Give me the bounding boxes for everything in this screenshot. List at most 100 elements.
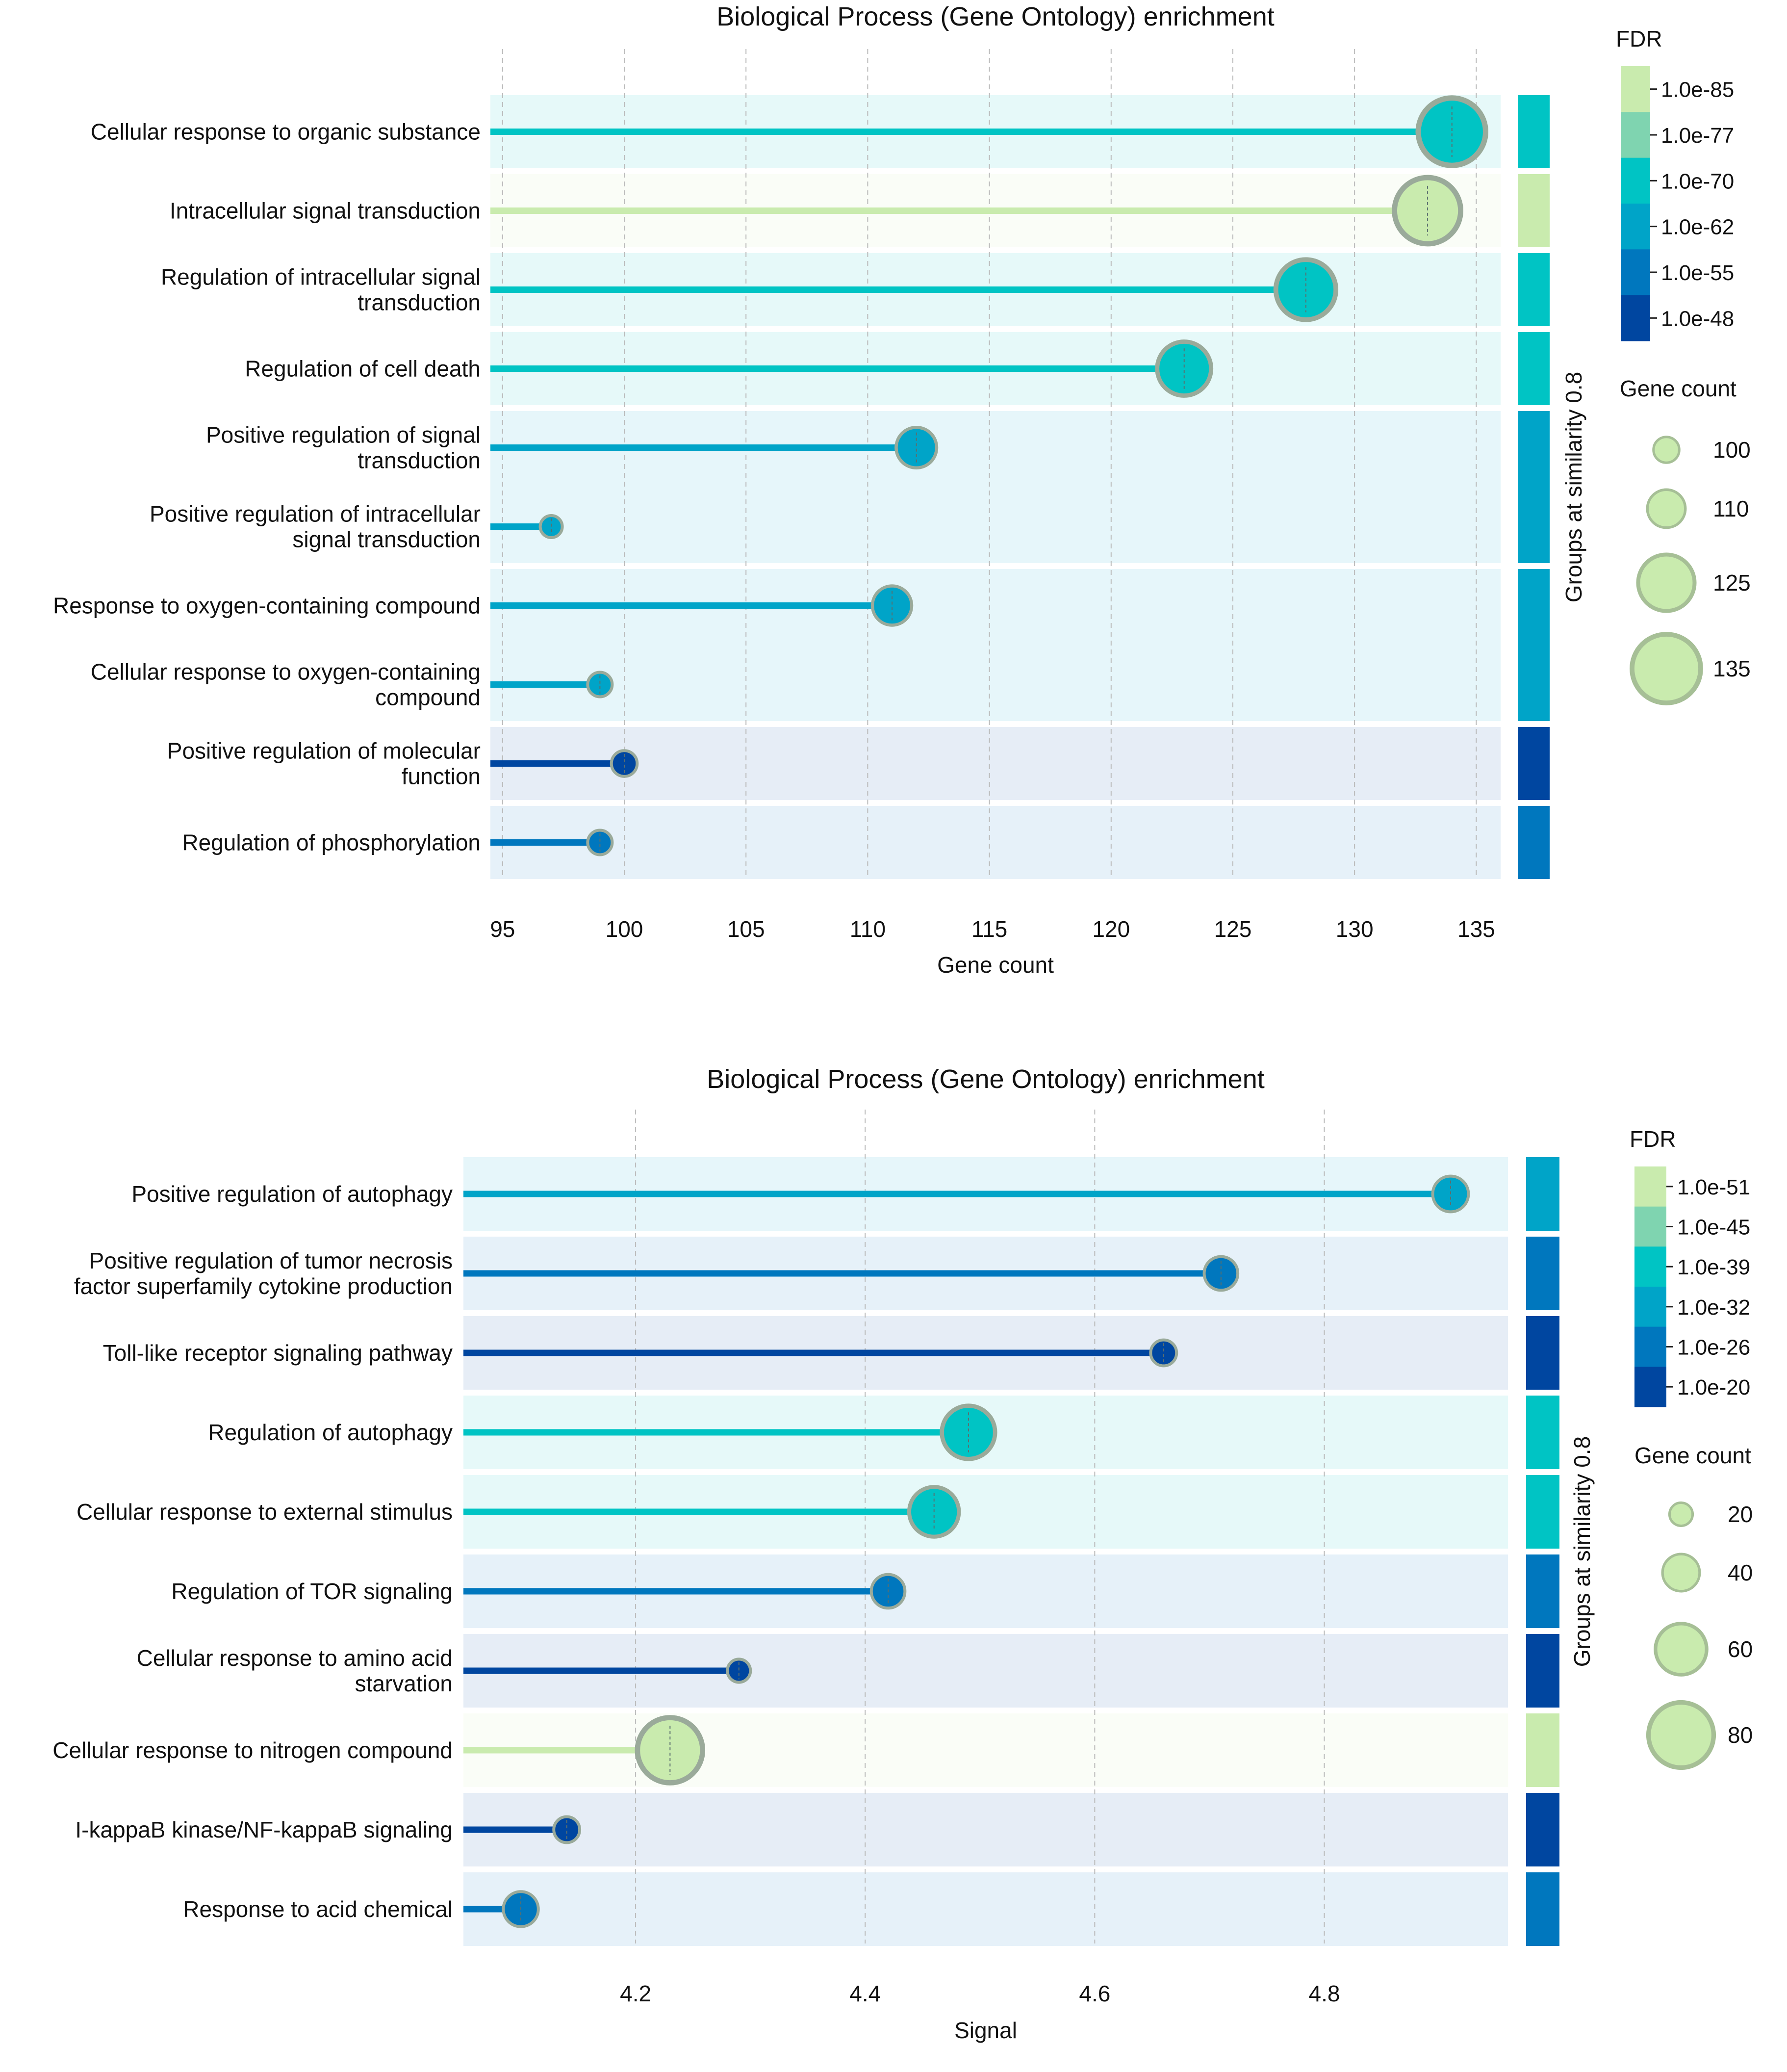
group-strip: [1526, 1872, 1559, 1946]
term-label: Response to acid chemical: [183, 1896, 453, 1922]
size-legend-label: 60: [1728, 1636, 1753, 1662]
term-label-line: function: [402, 764, 481, 789]
term-label-line: starvation: [355, 1671, 453, 1696]
group-strip: [1518, 253, 1550, 326]
group-strip: [1526, 1634, 1559, 1708]
fdr-tick-label: 1.0e-32: [1677, 1295, 1750, 1320]
lollipop-bubble: [1415, 95, 1488, 168]
x-axis-label: Gene count: [937, 952, 1054, 978]
fdr-color-swatch: [1634, 1246, 1666, 1287]
size-legend-bubble: [1646, 1700, 1716, 1770]
group-strip: [1518, 332, 1550, 405]
lollipop-bubble: [940, 1403, 997, 1461]
group-strip: [1526, 1396, 1559, 1469]
group-strip: [1518, 806, 1550, 879]
x-tick-label: 110: [850, 916, 886, 942]
size-legend-title: Gene count: [1620, 376, 1736, 401]
fdr-color-swatch: [1634, 1287, 1666, 1327]
group-strip: [1526, 1157, 1559, 1231]
size-legend-bubble: [1630, 632, 1703, 705]
term-label-line: Regulation of autophagy: [208, 1420, 453, 1445]
term-label-line: Intracellular signal transduction: [170, 198, 481, 224]
lollipop-bubble: [1149, 1338, 1178, 1368]
term-label-line: transduction: [357, 448, 481, 473]
term-label-line: Regulation of cell death: [245, 356, 481, 382]
fdr-color-swatch: [1621, 249, 1650, 296]
x-tick-label: 4.2: [620, 1981, 651, 2006]
term-label: Positive regulation of intracellular sign…: [150, 501, 481, 552]
lollipop-bubble: [552, 1815, 582, 1844]
group-strip: [1526, 1554, 1559, 1628]
term-label-line: Positive regulation of tumor necrosis: [89, 1248, 453, 1273]
term-label-line: factor superfamily cytokine production: [74, 1273, 453, 1299]
x-tick-label: 130: [1336, 916, 1374, 942]
term-label: Cellular response to amino acid starvatio…: [137, 1645, 453, 1696]
term-label: Positive regulation of signal transductio…: [206, 422, 481, 473]
x-tick-label: 100: [606, 916, 643, 942]
fdr-color-swatch: [1634, 1206, 1666, 1247]
term-label-line: Positive regulation of intracellular: [150, 501, 481, 527]
term-label: Response to oxygen-containing compound: [53, 593, 481, 619]
fdr-color-swatch: [1621, 112, 1650, 158]
group-strip: [1518, 95, 1550, 168]
chart-title: Biological Process (Gene Ontology) enric…: [716, 2, 1275, 31]
group-strip: [1518, 174, 1550, 247]
x-tick-label: 115: [971, 916, 1007, 942]
term-label-line: Regulation of intracellular signal: [161, 264, 481, 290]
fdr-tick-label: 1.0e-26: [1677, 1336, 1750, 1360]
fdr-tick-label: 1.0e-85: [1661, 78, 1734, 102]
term-label: Regulation of TOR signaling: [171, 1579, 453, 1604]
lollipop-bubble: [586, 829, 614, 856]
fdr-tick-label: 1.0e-39: [1677, 1255, 1750, 1279]
lollipop-bubble: [586, 671, 614, 699]
term-label-line: compound: [375, 685, 481, 710]
x-tick-label: 120: [1092, 916, 1130, 942]
fdr-tick-label: 1.0e-55: [1661, 261, 1734, 285]
term-label-line: Response to oxygen-containing compound: [53, 593, 481, 619]
fdr-tick-label: 1.0e-20: [1677, 1375, 1750, 1399]
term-label: Cellular response to organic substance: [91, 119, 481, 145]
term-label: Regulation of autophagy: [208, 1420, 453, 1445]
size-legend-label: 110: [1713, 496, 1749, 521]
fdr-color-swatch: [1634, 1326, 1666, 1367]
x-tick-label: 4.6: [1079, 1981, 1110, 2006]
x-tick-label: 105: [727, 916, 765, 942]
term-label-line: Regulation of phosphorylation: [182, 830, 481, 855]
term-label: Cellular response to oxygen-containing co…: [91, 659, 481, 710]
lollipop-bubble: [894, 425, 939, 470]
term-label-line: I-kappaB kinase/NF-kappaB signaling: [75, 1817, 453, 1842]
size-legend-label: 40: [1728, 1560, 1753, 1585]
term-label-line: Cellular response to oxygen-containing: [91, 659, 481, 685]
fdr-tick-label: 1.0e-70: [1661, 169, 1734, 193]
term-label-line: Response to acid chemical: [183, 1896, 453, 1922]
group-band: [490, 727, 1501, 800]
x-tick-label: 4.8: [1309, 1981, 1340, 2006]
group-strip: [1526, 1316, 1559, 1390]
size-legend-title: Gene count: [1634, 1443, 1751, 1468]
x-tick-label: 135: [1457, 916, 1495, 942]
term-label: Intracellular signal transduction: [170, 198, 481, 224]
chart-title: Biological Process (Gene Ontology) enric…: [707, 1064, 1265, 1094]
lollipop-bubble: [870, 584, 914, 627]
chart-1: Biological Process (Gene Ontology) enric…: [53, 2, 1751, 978]
lollipop-bubble: [610, 749, 639, 778]
term-label-line: Positive regulation of molecular: [167, 738, 481, 764]
lollipop-bubble: [1392, 175, 1463, 247]
fdr-color-swatch: [1621, 66, 1650, 112]
size-legend-label: 80: [1728, 1722, 1753, 1748]
term-label: Toll-like receptor signaling pathway: [103, 1340, 453, 1366]
fdr-color-swatch: [1621, 295, 1650, 341]
group-band: [490, 411, 1501, 563]
size-legend-bubble: [1654, 1622, 1709, 1677]
group-strip: [1526, 1237, 1559, 1310]
term-label-line: Cellular response to nitrogen compound: [52, 1737, 453, 1763]
size-legend-bubble: [1668, 1501, 1694, 1528]
fdr-color-swatch: [1621, 157, 1650, 204]
x-axis-label: Signal: [954, 2018, 1017, 2043]
size-legend-bubble: [1661, 1553, 1701, 1593]
group-strip: [1518, 411, 1550, 563]
size-legend-bubble: [1636, 552, 1697, 613]
term-label-line: signal transduction: [292, 527, 481, 552]
term-label-line: transduction: [357, 290, 481, 315]
